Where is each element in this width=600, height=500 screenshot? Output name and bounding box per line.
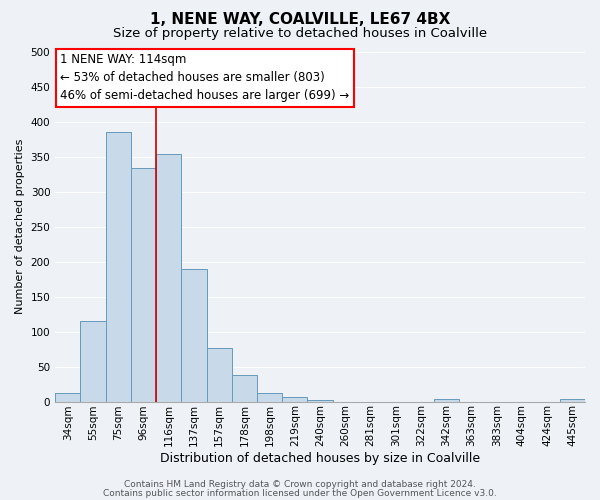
Bar [156, 154, 181, 402]
Bar [206, 348, 232, 402]
Bar [181, 268, 206, 402]
Bar [55, 393, 80, 402]
Bar [131, 168, 156, 402]
Text: 1 NENE WAY: 114sqm
← 53% of detached houses are smaller (803)
46% of semi-detach: 1 NENE WAY: 114sqm ← 53% of detached hou… [61, 54, 350, 102]
Text: Size of property relative to detached houses in Coalville: Size of property relative to detached ho… [113, 28, 487, 40]
Text: Contains HM Land Registry data © Crown copyright and database right 2024.: Contains HM Land Registry data © Crown c… [124, 480, 476, 489]
Bar [282, 398, 307, 402]
Bar [307, 400, 332, 402]
Bar [560, 400, 585, 402]
Y-axis label: Number of detached properties: Number of detached properties [15, 139, 25, 314]
X-axis label: Distribution of detached houses by size in Coalville: Distribution of detached houses by size … [160, 452, 480, 465]
Bar [106, 132, 131, 402]
Text: Contains public sector information licensed under the Open Government Licence v3: Contains public sector information licen… [103, 488, 497, 498]
Bar [257, 393, 282, 402]
Text: 1, NENE WAY, COALVILLE, LE67 4BX: 1, NENE WAY, COALVILLE, LE67 4BX [150, 12, 450, 28]
Bar [80, 321, 106, 402]
Bar [434, 398, 459, 402]
Bar [232, 375, 257, 402]
